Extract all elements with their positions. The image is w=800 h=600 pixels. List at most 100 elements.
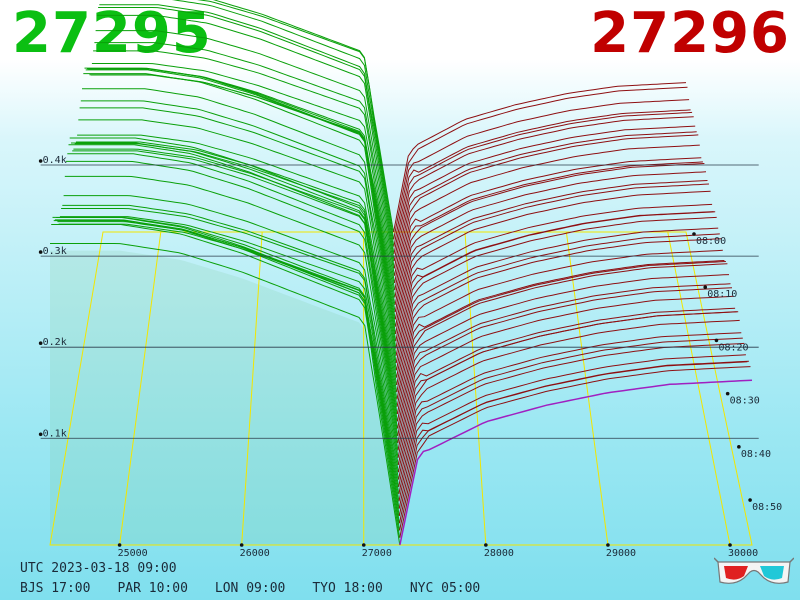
ask-depth-line [393, 86, 688, 240]
z-tick-label: 0.4k [43, 155, 67, 166]
ask-depth-line [396, 216, 717, 378]
tick-dot [703, 285, 708, 290]
timezone-clock: LON 09:00 [214, 581, 286, 596]
ask-depth-line [395, 180, 708, 334]
bid-depth-line [91, 63, 396, 298]
ask-depth-line [398, 342, 745, 509]
grid-line [565, 231, 609, 546]
tick-dot [38, 341, 43, 345]
x-tick-label: 28000 [484, 548, 514, 559]
bid-depth-line [87, 68, 396, 327]
time-tick-label: 08:10 [707, 289, 737, 300]
tick-dot [38, 432, 43, 437]
ask-depth-line [398, 311, 739, 480]
x-tick-label: 29000 [606, 548, 636, 559]
ask-depth-line [394, 131, 697, 284]
timezone-clock: PAR 10:00 [117, 581, 188, 596]
ask-depth-line [394, 161, 703, 313]
timezone-clock: NYC 05:00 [409, 581, 481, 596]
tick-dot [737, 445, 741, 449]
bid-depth-line [84, 67, 397, 342]
timezone-clock: BJS 17:00 [20, 581, 91, 596]
z-tick-label: 0.1k [43, 428, 67, 439]
tick-dot [714, 338, 719, 343]
ask-depth-line [394, 157, 702, 305]
tick-dot [725, 391, 730, 396]
tick-dot [38, 250, 43, 254]
bid-depth-line [53, 220, 400, 524]
bid-depth-line [52, 216, 400, 531]
x-tick-label: 26000 [240, 548, 270, 559]
ask-depth-line [394, 163, 705, 320]
x-tick-label: 25000 [118, 548, 148, 559]
ask-depth-line [397, 295, 734, 458]
z-tick-label: 0.3k [43, 246, 67, 257]
bid-depth-line [212, 0, 395, 240]
3d-glasses-icon[interactable] [713, 556, 795, 594]
tick-dot [361, 543, 366, 547]
bid-depth-line [83, 73, 397, 349]
grid-line [241, 231, 263, 546]
ask-depth-line [399, 360, 749, 531]
ask-depth-line [397, 283, 731, 444]
tick-dot [748, 498, 752, 502]
bid-depth-line [80, 100, 397, 364]
tick-dot [38, 159, 43, 163]
ask-depth-line [399, 379, 753, 546]
utc-time: UTC 2023-03-18 09:00 [20, 561, 177, 576]
bid-depth-line [73, 148, 398, 407]
bid-depth-line [95, 30, 395, 276]
tick-dot [606, 543, 610, 547]
ask-depth-line [394, 125, 696, 276]
bid-depth-line [98, 7, 395, 262]
bid-depth-line [67, 153, 399, 444]
bid-depth-line [82, 88, 397, 356]
tick-dot [728, 543, 732, 547]
ask-depth-line [393, 116, 694, 269]
bid-depth-line [94, 42, 395, 284]
z-tick-label: 0.2k [43, 337, 67, 348]
tick-dot [692, 232, 696, 236]
tick-dot [484, 543, 488, 547]
bid-depth-line [64, 175, 399, 458]
time-tick-label: 08:00 [696, 236, 726, 247]
grid-line [667, 231, 731, 546]
bid-depth-line [197, 0, 394, 233]
bid-depth-line [96, 14, 395, 269]
bid-depth-line [74, 143, 398, 400]
ask-depth-line [395, 171, 707, 327]
timezone-clock: TYO 18:00 [312, 581, 383, 596]
x-tick-label: 27000 [362, 548, 392, 559]
ask-depth-line [393, 82, 687, 233]
ask-depth-line [396, 249, 723, 407]
ask-depth-line [393, 111, 693, 262]
bid-depth-line [50, 243, 401, 546]
time-tick-label: 08:40 [741, 449, 771, 460]
ask-depth-line [393, 99, 690, 247]
bid-depth-line [171, 0, 395, 247]
ask-depth-line [396, 260, 725, 415]
bid-depth-fill [50, 250, 400, 545]
ask-depth-line [397, 274, 730, 436]
ask-depth-line [395, 183, 710, 342]
ask-depth-line [397, 287, 733, 451]
ask-depth-line [397, 263, 728, 429]
grid-line [119, 231, 162, 546]
ask-depth-line [393, 109, 691, 254]
bid-depth-line [69, 137, 398, 429]
ask-depth-line [396, 227, 719, 385]
bid-depth-line [93, 50, 396, 291]
bid-depth-line [61, 208, 399, 480]
ask-depth-line [398, 354, 746, 517]
ask-depth-line [398, 332, 742, 495]
ask-depth-line [394, 134, 699, 291]
ask-depth-line [397, 307, 736, 465]
tick-dot [239, 543, 244, 547]
x-tick-label: 30000 [728, 548, 758, 559]
time-tick-label: 08:30 [730, 396, 760, 407]
bid-depth-line [99, 4, 395, 254]
ask-depth-line [396, 233, 720, 393]
bid-depth-line [78, 119, 397, 378]
ask-price: 27296 [590, 1, 790, 66]
